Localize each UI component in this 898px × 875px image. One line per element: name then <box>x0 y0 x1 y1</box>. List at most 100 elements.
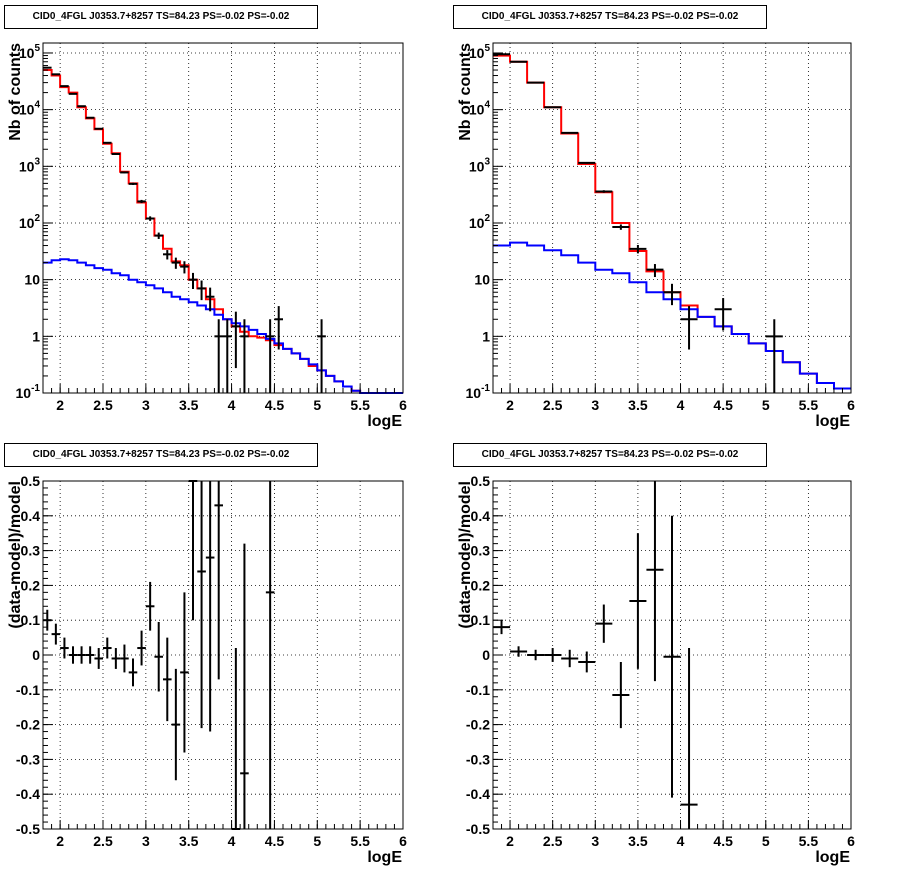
y-tick-label: -0.3 <box>16 751 40 767</box>
x-tick-label: 5 <box>313 397 321 413</box>
step-series-0 <box>493 54 851 390</box>
x-axis-title: logE <box>367 413 402 430</box>
x-tick-label: 2.5 <box>543 397 563 413</box>
x-tick-label: 5.5 <box>799 397 819 413</box>
y-tick-label: 0.2 <box>471 577 491 593</box>
x-tick-label: 2.5 <box>93 397 113 413</box>
x-tick-label: 4 <box>677 397 685 413</box>
y-tick-label: 0 <box>32 647 40 663</box>
y-tick-label: 0.3 <box>21 543 41 559</box>
x-tick-label: 6 <box>847 397 855 413</box>
y-tick-label: 104 <box>19 100 41 118</box>
y-tick-label: 0.3 <box>471 543 491 559</box>
y-tick-label: 104 <box>469 100 491 118</box>
x-tick-label: 3 <box>142 833 150 849</box>
x-tick-label: 3.5 <box>179 397 199 413</box>
x-tick-label: 5.5 <box>350 833 370 849</box>
x-axis-title: logE <box>367 849 402 866</box>
y-tick-label: -0.4 <box>16 786 40 802</box>
plot-frame <box>42 42 404 394</box>
y-tick-label: 0.1 <box>471 612 491 628</box>
x-tick-label: 4.5 <box>265 833 285 849</box>
y-tick-label: 10 <box>24 272 40 288</box>
y-tick-label: 10-1 <box>16 383 41 401</box>
y-tick-label: 1 <box>32 328 40 344</box>
y-axis-title: (data-model)/model <box>7 481 24 629</box>
panel-3-title: CID0_4FGL J0353.7+8257 TS=84.23 PS=-0.02… <box>4 443 318 467</box>
x-tick-label: 2 <box>56 397 64 413</box>
y-tick-label: -0.3 <box>466 751 490 767</box>
x-tick-label: 3 <box>142 397 150 413</box>
x-tick-label: 2 <box>506 833 514 849</box>
y-tick-label: 105 <box>19 43 41 61</box>
panel-2: 2 2.5 3 3.5 4 4.5 5 5.5 6 10-1 1 10 102 103 104 105 logE… <box>457 42 855 430</box>
x-tick-label: 3.5 <box>628 833 648 849</box>
panel-1-title: CID0_4FGL J0353.7+8257 TS=84.23 PS=-0.02… <box>4 5 318 29</box>
panel-4-title: CID0_4FGL J0353.7+8257 TS=84.23 PS=-0.02… <box>453 443 767 467</box>
x-axis-title: logE <box>815 413 850 430</box>
x-tick-label: 3 <box>591 397 599 413</box>
y-tick-label: 102 <box>19 213 41 231</box>
y-tick-label: 10-1 <box>466 383 491 401</box>
y-tick-label: 0 <box>482 647 490 663</box>
x-tick-label: 5 <box>762 397 770 413</box>
step-series-0 <box>43 69 403 394</box>
step-series-1 <box>493 241 851 390</box>
x-tick-label: 2.5 <box>93 833 113 849</box>
x-tick-label: 5.5 <box>799 833 819 849</box>
x-axis-title: logE <box>815 849 850 866</box>
y-tick-label: -0.2 <box>466 717 490 733</box>
y-tick-label: -0.1 <box>466 682 490 698</box>
x-tick-label: 5 <box>313 833 321 849</box>
y-tick-label: 1 <box>482 328 490 344</box>
y-axis-title: Nb of counts <box>457 43 474 141</box>
panel-3: 2 2.5 3 3.5 4 4.5 5 5.5 6 -0.5 -0.4 -0.3 -0.2 -0.1 0 0.… <box>7 473 407 866</box>
y-tick-label: 102 <box>469 213 491 231</box>
x-tick-label: 4 <box>228 397 236 413</box>
y-tick-label: 0.5 <box>471 473 491 489</box>
panel-1: 2 2.5 3 3.5 4 4.5 5 5.5 6 10-1 1 10 102 103 104 105 logE… <box>7 42 407 430</box>
y-tick-label: -0.1 <box>16 682 40 698</box>
y-tick-label: 105 <box>469 43 491 61</box>
panel-1-title-text: CID0_4FGL J0353.7+8257 TS=84.23 PS=-0.02… <box>32 11 290 22</box>
y-tick-label: 0.4 <box>471 508 491 524</box>
y-tick-label: 103 <box>469 156 491 174</box>
x-tick-label: 4.5 <box>713 397 733 413</box>
y-axis-title: (data-model)/model <box>457 481 474 629</box>
x-tick-label: 4.5 <box>265 397 285 413</box>
panel-4: 2 2.5 3 3.5 4 4.5 5 5.5 6 -0.5 -0.4 -0.3 -0.2 -0.1 0 0.… <box>457 473 855 866</box>
x-tick-label: 2 <box>56 833 64 849</box>
step-series-1 <box>43 258 403 394</box>
y-tick-label: 0.2 <box>21 577 41 593</box>
plot-frame <box>492 42 852 394</box>
x-tick-label: 3.5 <box>628 397 648 413</box>
x-tick-label: 4 <box>677 833 685 849</box>
panel-2-title: CID0_4FGL J0353.7+8257 TS=84.23 PS=-0.02… <box>453 5 767 29</box>
y-tick-label: 103 <box>19 156 41 174</box>
panel-3-title-text: CID0_4FGL J0353.7+8257 TS=84.23 PS=-0.02… <box>32 449 290 460</box>
y-tick-label: 0.5 <box>21 473 41 489</box>
y-axis-title: Nb of counts <box>7 43 24 141</box>
x-tick-label: 6 <box>399 833 407 849</box>
x-tick-label: 5 <box>762 833 770 849</box>
y-tick-label: -0.4 <box>466 786 490 802</box>
x-tick-label: 5.5 <box>350 397 370 413</box>
y-tick-label: 0.4 <box>21 508 41 524</box>
x-tick-label: 4.5 <box>713 833 733 849</box>
y-tick-label: -0.5 <box>16 821 40 837</box>
x-tick-label: 6 <box>847 833 855 849</box>
y-tick-label: -0.2 <box>16 717 40 733</box>
panel-4-title-text: CID0_4FGL J0353.7+8257 TS=84.23 PS=-0.02… <box>481 449 739 460</box>
y-tick-label: 0.1 <box>21 612 41 628</box>
x-tick-label: 4 <box>228 833 236 849</box>
y-tick-label: -0.5 <box>466 821 490 837</box>
y-tick-label: 10 <box>474 272 490 288</box>
x-tick-label: 6 <box>399 397 407 413</box>
x-tick-label: 2 <box>506 397 514 413</box>
panel-2-title-text: CID0_4FGL J0353.7+8257 TS=84.23 PS=-0.02… <box>481 11 739 22</box>
x-tick-label: 3.5 <box>179 833 199 849</box>
x-tick-label: 2.5 <box>543 833 563 849</box>
x-tick-label: 3 <box>591 833 599 849</box>
